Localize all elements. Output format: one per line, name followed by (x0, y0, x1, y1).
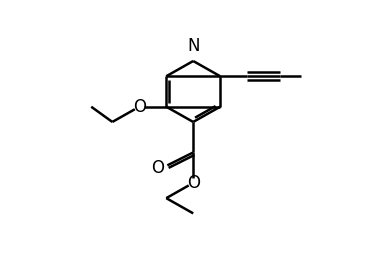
Text: O: O (187, 174, 200, 192)
Text: O: O (133, 98, 146, 116)
Text: N: N (187, 37, 199, 55)
Text: O: O (151, 159, 164, 177)
